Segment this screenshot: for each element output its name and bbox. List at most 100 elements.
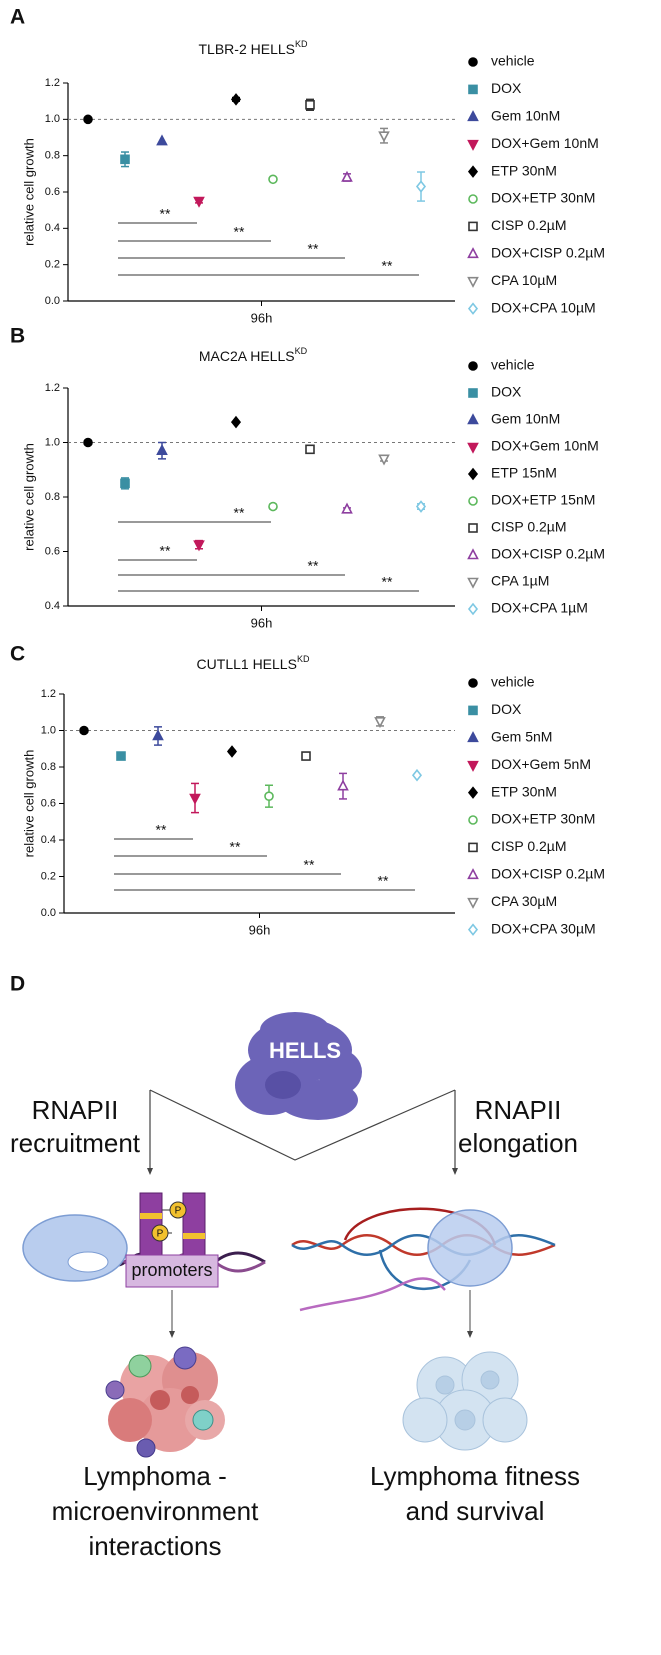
marker: [415, 180, 427, 193]
marker: [268, 174, 278, 185]
y-tick-label: 0.0: [45, 295, 60, 307]
y-tick-label: 0.4: [45, 600, 60, 612]
legend-marker: [467, 923, 479, 936]
legend-label: vehicle: [491, 357, 535, 373]
chart-title: MAC2A HELLSKD: [199, 346, 308, 363]
y-tick-label: 1.2: [41, 688, 56, 700]
promoters-label: promoters: [131, 1260, 212, 1280]
legend-label: vehicle: [491, 53, 535, 69]
promoter-box: [125, 1254, 219, 1288]
legend-marker: [468, 194, 478, 204]
connector: [149, 1089, 456, 1161]
legend-label: ETP 15nM: [491, 465, 557, 481]
left-outcome: microenvironment: [52, 1496, 259, 1526]
legend-label: CISP 0.2µM: [491, 519, 567, 535]
legend-label: DOX+CISP 0.2µM: [491, 546, 605, 562]
marker: [120, 154, 130, 165]
phospho: [169, 1201, 187, 1219]
legend-label: vehicle: [491, 674, 535, 690]
legend-label: DOX+Gem 10nM: [491, 438, 599, 454]
diagram: HELLS RNAPII recruitment RNAPII elongati…: [10, 1012, 580, 1561]
marker: [415, 500, 427, 513]
legend-marker: [467, 276, 479, 288]
legend-label: DOX+Gem 10nM: [491, 135, 599, 151]
y-tick-label: 0.6: [45, 186, 60, 198]
legend-marker: [467, 165, 479, 178]
left-outcome: interactions: [89, 1531, 222, 1561]
marker: [83, 114, 93, 125]
legend-label: DOX+ETP 30nM: [491, 190, 595, 206]
marker: [305, 444, 315, 455]
legend-marker: [467, 731, 479, 743]
right-label: RNAPII: [475, 1095, 562, 1125]
y-tick-label: 0.6: [41, 797, 56, 809]
legend-marker: [468, 678, 478, 688]
legend-label: ETP 30nM: [491, 783, 557, 799]
title-text: MAC2A HELLS: [199, 348, 295, 364]
marker: [79, 725, 89, 736]
significance-label: **: [230, 839, 241, 855]
significance-label: **: [304, 857, 315, 873]
legend-label: DOX: [491, 80, 522, 96]
legend-marker: [467, 577, 479, 589]
title-sup: KD: [295, 346, 308, 356]
legend-marker: [467, 139, 479, 151]
phospho: [151, 1224, 169, 1242]
phospho-label: P: [157, 1229, 164, 1240]
legend-label: DOX+CPA 1µM: [491, 600, 588, 616]
significance-label: **: [160, 543, 171, 559]
polymerase: [22, 1214, 128, 1282]
y-tick-label: 0.8: [41, 761, 56, 773]
band: [183, 1233, 205, 1239]
legend-label: CISP 0.2µM: [491, 838, 567, 854]
legend-label: DOX+Gem 5nM: [491, 756, 591, 772]
marker: [230, 93, 242, 106]
chart: TLBR-2 HELLSKD relative cell growth 0.0 0.2…: [21, 39, 605, 325]
marker: [226, 745, 238, 758]
legend-label: CPA 1µM: [491, 573, 549, 589]
legend-marker: [467, 413, 479, 425]
legend-label: Gem 10nM: [491, 411, 560, 427]
legend-marker: [467, 442, 479, 454]
legend-marker: [467, 868, 479, 880]
legend-marker: [468, 523, 478, 533]
panel-label: A: [10, 6, 25, 29]
legend-label: Gem 5nM: [491, 729, 552, 745]
left-outcome: Lymphoma -: [83, 1461, 227, 1491]
y-axis-label: relative cell growth: [21, 138, 36, 246]
significance-label: **: [160, 206, 171, 222]
legend-marker: [468, 388, 478, 398]
legend-label: DOX+CISP 0.2µM: [491, 866, 605, 882]
marker: [83, 437, 93, 448]
x-tick-label: 96h: [249, 922, 271, 937]
polymerase: [427, 1209, 513, 1287]
legend-marker: [467, 467, 479, 481]
arrow-head: [452, 1168, 458, 1175]
significance-label: **: [308, 558, 319, 574]
hells-label: HELLS: [269, 1038, 341, 1063]
cell-cluster: [402, 1351, 528, 1451]
y-tick-label: 1.2: [45, 77, 60, 89]
tumor-cluster: [105, 1346, 225, 1458]
y-tick-label: 0.8: [45, 491, 60, 503]
legend-marker: [467, 247, 479, 259]
legend-marker: [468, 842, 478, 853]
legend-marker: [468, 361, 478, 371]
y-tick-label: 1.2: [45, 382, 60, 394]
legend-label: Gem 10nM: [491, 108, 560, 124]
right-outcome: Lymphoma fitness: [370, 1461, 580, 1491]
chart-title: TLBR-2 HELLSKD: [199, 39, 308, 56]
y-tick-label: 0.6: [45, 545, 60, 557]
legend-marker: [468, 221, 478, 232]
legend-label: DOX: [491, 701, 522, 717]
hells-protein: [235, 1012, 362, 1120]
significance-label: **: [234, 224, 245, 240]
legend-label: DOX+CISP 0.2µM: [491, 245, 605, 261]
panel-label: D: [10, 973, 25, 996]
legend-label: CISP 0.2µM: [491, 217, 567, 233]
marker: [305, 100, 315, 110]
marker: [156, 443, 168, 455]
title-sup: KD: [297, 654, 310, 664]
significance-label: **: [382, 258, 393, 274]
arrow-head: [467, 1331, 473, 1338]
